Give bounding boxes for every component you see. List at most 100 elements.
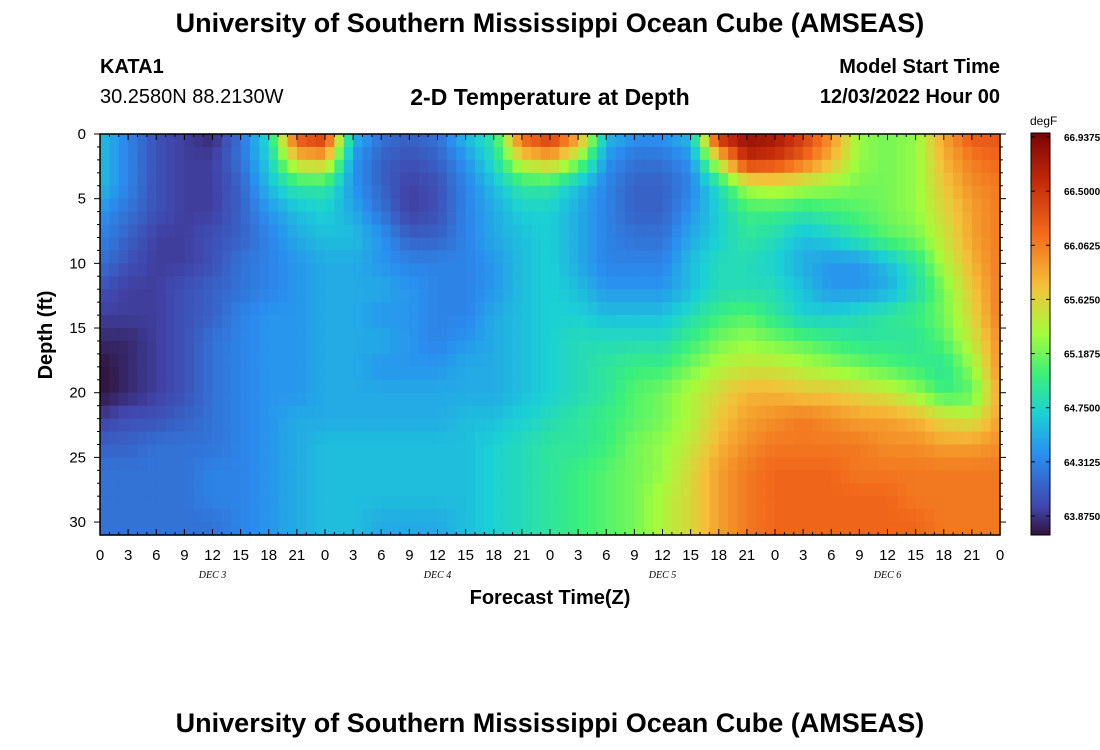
heatmap-cell [653,276,664,290]
heatmap-cell [100,457,110,471]
heatmap-cell [437,172,448,187]
heatmap-cell [259,366,270,381]
heatmap-cell [671,483,682,497]
heatmap-cell [568,353,579,368]
heatmap-cell [812,289,823,303]
heatmap-cell [221,224,232,239]
heatmap-cell [915,172,926,187]
heatmap-cell [971,405,982,420]
heatmap-cell [878,250,889,264]
heatmap-cell [531,302,542,316]
heatmap-cell [465,509,476,523]
heatmap-cell [775,431,785,446]
heatmap-cell [990,172,1001,187]
heatmap-cell [915,340,926,355]
heatmap-cell [990,315,1001,329]
heatmap-cell [934,315,945,329]
heatmap-cell [756,172,767,187]
heatmap-cell [353,509,364,523]
heatmap-cell [990,379,1001,394]
heatmap-cell [334,302,345,316]
heatmap-cell [175,470,185,484]
heatmap-cell [793,509,804,523]
heatmap-cell [981,315,992,329]
heatmap-cell [278,211,289,226]
heatmap-cell [250,263,260,277]
heatmap-cell [962,522,973,536]
heatmap-cell [653,379,664,394]
heatmap-cell [550,146,560,161]
heatmap-cell [568,366,579,381]
heatmap-cell [793,172,804,187]
heatmap-cell [465,146,476,161]
heatmap-cell [156,315,167,329]
heatmap-cell [550,457,560,471]
heatmap-cell [109,366,120,381]
heatmap-cell [896,522,907,536]
heatmap-cell [400,302,410,316]
heatmap-cell [887,379,898,394]
heatmap-cell [887,483,898,497]
heatmap-cell [259,263,270,277]
heatmap-cell [690,340,701,355]
heatmap-cell [615,509,626,523]
heatmap-cell [765,353,776,368]
heatmap-cell [259,496,270,510]
heatmap-cell [100,522,110,536]
heatmap-cell [156,379,167,394]
heatmap-cell [662,353,673,368]
heatmap-cell [503,470,514,484]
heatmap-cell [850,302,860,316]
heatmap-cell [484,224,495,239]
heatmap-cell [418,483,429,497]
heatmap-cell [165,198,176,213]
heatmap-cell [831,431,842,446]
heatmap-cell [690,392,701,407]
heatmap-cell [521,146,532,161]
heatmap-cell [700,496,710,510]
heatmap-cell [503,185,514,200]
heatmap-cell [896,392,907,407]
heatmap-cell [625,405,635,420]
heatmap-cell [231,211,242,226]
heatmap-cell [662,276,673,290]
heatmap-cell [587,146,598,161]
heatmap-cell [315,392,326,407]
heatmap-cell [240,134,251,148]
heatmap-cell [671,340,682,355]
heatmap-cell [746,392,757,407]
heatmap-cell [793,159,804,174]
heatmap-cell [540,405,551,420]
heatmap-cell [915,250,926,264]
heatmap-cell [934,134,945,148]
heatmap-cell [118,522,129,536]
day-labels: DEC 3 DEC 4 DEC 5 DEC 6 [198,570,902,581]
heatmap-cell [193,185,204,200]
x-tick-label: 6 [377,547,385,564]
heatmap-cell [306,496,317,510]
heatmap-cell [915,444,926,458]
heatmap-cell [718,276,729,290]
heatmap-cell [400,263,410,277]
heatmap-cell [737,483,748,497]
heatmap-cell [296,431,307,446]
heatmap-cell [550,224,560,239]
heatmap-cell [559,289,570,303]
heatmap-cell [859,457,870,471]
heatmap-cell [531,315,542,329]
heatmap-cell [184,509,195,523]
heatmap-cell [559,457,570,471]
heatmap-cell [118,159,129,174]
heatmap-cell [437,263,448,277]
heatmap-cell [240,211,251,226]
heatmap-cell [221,457,232,471]
heatmap-cell [137,237,148,252]
heatmap-cell [475,457,485,471]
heatmap-cell [456,211,467,226]
heatmap-cell [437,379,448,394]
heatmap-cell [418,237,429,252]
heatmap-cell [934,379,945,394]
heatmap-cell [718,146,729,161]
heatmap-cell [118,185,129,200]
heatmap-cell [325,263,335,277]
